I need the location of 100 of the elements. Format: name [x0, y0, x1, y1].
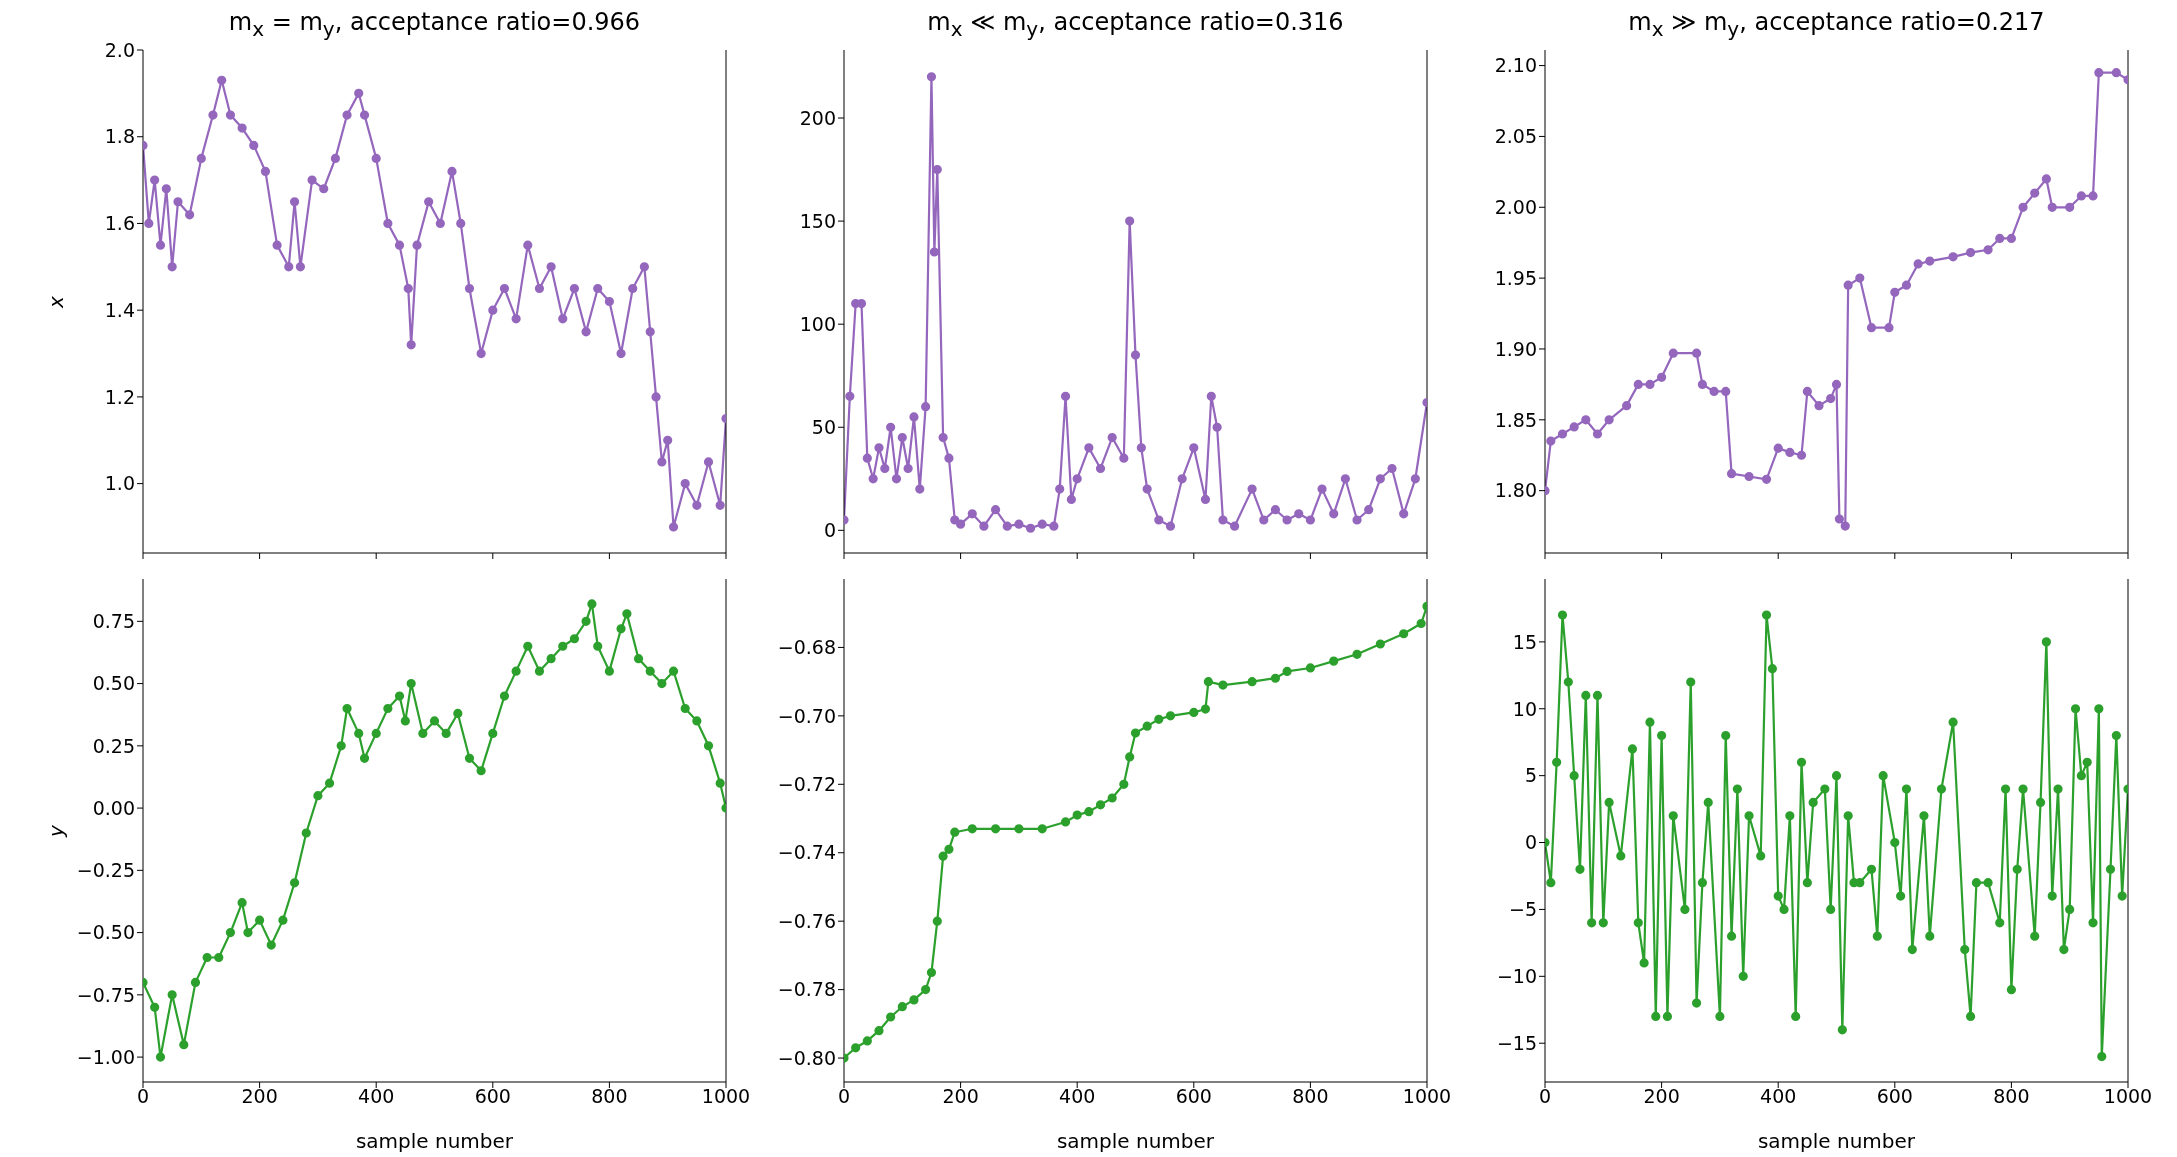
point — [1796, 450, 1807, 460]
point — [1352, 649, 1362, 659]
y-tick-label: 1.4 — [104, 298, 135, 321]
point — [313, 791, 323, 801]
y-tick-label: 1.80 — [1494, 479, 1537, 502]
y-tick-label: −0.75 — [76, 983, 135, 1006]
point — [1901, 280, 1912, 290]
point — [150, 1002, 160, 1012]
point — [633, 654, 644, 664]
point — [359, 753, 370, 763]
point — [214, 952, 224, 963]
point — [1834, 514, 1845, 524]
x-tick-label: 1000 — [1402, 1085, 1452, 1108]
point — [932, 916, 942, 926]
point — [1084, 807, 1094, 817]
point — [604, 666, 614, 676]
point — [441, 728, 451, 738]
y-tick-label: 0 — [823, 519, 836, 542]
point — [2088, 191, 2098, 201]
point — [569, 634, 580, 644]
x-axis-title: sample number — [355, 1129, 514, 1153]
x-tick-label: 400 — [358, 1085, 395, 1108]
point — [1983, 245, 1993, 255]
y-tick-label: 0.25 — [92, 734, 135, 757]
point — [354, 728, 364, 738]
x-axis-title: sample number — [1056, 1129, 1215, 1153]
point — [1165, 711, 1176, 721]
point — [523, 641, 533, 651]
y-tick-label: −15 — [1496, 1031, 1537, 1054]
y-tick-label: 10 — [1512, 697, 1537, 720]
point — [938, 851, 948, 861]
y-tick-label: −0.74 — [777, 841, 836, 864]
point — [2018, 202, 2028, 212]
point — [1866, 323, 1877, 333]
y-tick-label: −0.25 — [76, 859, 135, 882]
point — [2065, 202, 2075, 212]
point — [255, 915, 265, 925]
point — [581, 616, 591, 626]
point — [1130, 728, 1141, 738]
point — [1247, 677, 1257, 687]
point — [1785, 447, 1795, 457]
point — [692, 716, 702, 726]
point — [1154, 714, 1164, 724]
point — [2111, 68, 2121, 78]
point — [2006, 233, 2016, 244]
point — [202, 952, 212, 963]
point — [155, 1052, 166, 1062]
x-tick-label: 800 — [591, 1085, 628, 1108]
point — [1668, 348, 1678, 358]
point — [886, 1012, 896, 1022]
point — [179, 1040, 189, 1050]
point — [1189, 707, 1199, 718]
x-tick-label: 800 — [1993, 1085, 2030, 1108]
y-tick-label: −0.76 — [777, 909, 836, 932]
point — [1581, 415, 1591, 425]
x-tick-label: 600 — [1175, 1085, 1212, 1108]
point — [703, 741, 714, 751]
y-tick-label: −0.50 — [76, 921, 135, 944]
point — [1925, 256, 1935, 266]
point — [1200, 704, 1211, 714]
x-tick-label: 600 — [1876, 1085, 1913, 1108]
point — [926, 967, 937, 978]
y-tick-label: −0.70 — [777, 704, 836, 727]
y-axis-title: y — [43, 823, 69, 840]
point — [336, 741, 346, 751]
point — [488, 728, 498, 738]
point — [1855, 273, 1865, 283]
point — [1721, 386, 1731, 397]
point — [897, 1002, 907, 1012]
x-tick-label: 600 — [474, 1085, 511, 1108]
point — [2047, 202, 2057, 212]
point — [511, 666, 521, 676]
chart-title: m$_{x}$ ≫ m$_{y}$, acceptance ratio=0.217 — [1627, 8, 2046, 41]
point — [1948, 252, 1958, 262]
y-tick-label: 2.0 — [104, 38, 135, 61]
point — [1622, 401, 1632, 411]
y-tick-label: 0 — [1524, 831, 1537, 854]
y-tick-label: −0.78 — [777, 978, 836, 1001]
y-tick-label: 1.95 — [1494, 266, 1537, 289]
point — [622, 609, 632, 619]
point — [1604, 415, 1614, 425]
point — [1709, 386, 1719, 397]
point — [2041, 174, 2051, 184]
point — [909, 995, 919, 1005]
point — [1014, 824, 1024, 834]
point — [324, 778, 335, 788]
point — [657, 678, 667, 689]
point — [1375, 639, 1385, 649]
x-tick-label: 200 — [241, 1085, 278, 1108]
point — [1329, 656, 1339, 666]
point — [243, 927, 253, 938]
x-tick-label: 800 — [1292, 1085, 1329, 1108]
point — [950, 827, 960, 837]
point — [278, 915, 288, 925]
x-tick-label: 1000 — [701, 1085, 751, 1108]
y-tick-label: 5 — [1524, 764, 1537, 787]
y-tick-label: 2.10 — [1494, 54, 1537, 77]
point — [1072, 810, 1082, 820]
point — [1416, 618, 1426, 629]
point — [2094, 68, 2104, 78]
